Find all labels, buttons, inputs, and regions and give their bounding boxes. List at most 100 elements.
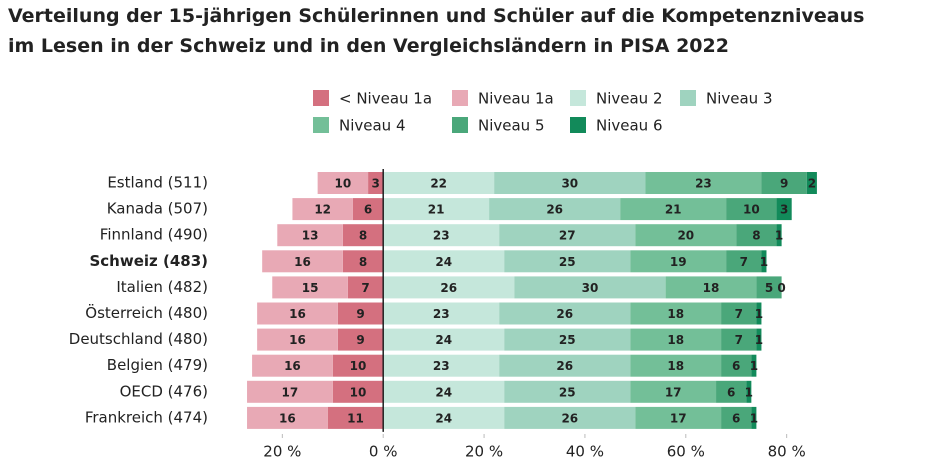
value-label: 26 — [440, 281, 457, 295]
legend-label: Niveau 1a — [478, 90, 554, 108]
value-label: 18 — [667, 359, 684, 373]
chart-title: im Lesen in der Schweiz und in den Vergl… — [8, 35, 729, 57]
bar-segment — [499, 302, 631, 325]
value-label: 21 — [428, 203, 445, 217]
value-label: 26 — [556, 359, 573, 373]
category-label: Finnland (490) — [100, 226, 208, 244]
value-label: 7 — [735, 333, 743, 347]
value-label: 18 — [703, 281, 720, 295]
value-label: 1 — [745, 385, 753, 399]
legend-swatch — [452, 90, 468, 106]
value-label: 3 — [780, 203, 788, 217]
bar-segment — [327, 406, 384, 429]
value-label: 1 — [755, 307, 763, 321]
x-tick-label: 20 % — [465, 443, 503, 461]
bar-segment — [514, 276, 666, 299]
value-label: 6 — [364, 203, 372, 217]
bar-segment — [368, 172, 384, 194]
bar-segment — [504, 250, 631, 273]
bar-segment — [721, 302, 757, 325]
bar-segment — [383, 328, 505, 351]
bar-segment — [383, 406, 505, 429]
bar-segment — [277, 224, 343, 247]
bar-segment — [383, 172, 495, 194]
value-label: 11 — [347, 411, 364, 425]
bar-segment — [272, 276, 348, 299]
value-label: 30 — [561, 177, 578, 191]
value-label: 2 — [808, 177, 816, 191]
bar-segment — [751, 406, 757, 429]
value-label: 17 — [282, 385, 299, 399]
value-label: 18 — [667, 307, 684, 321]
category-label: Frankreich (474) — [85, 408, 208, 426]
value-label: 10 — [350, 359, 367, 373]
value-label: 25 — [559, 333, 576, 347]
value-label: 23 — [433, 307, 450, 321]
bar-segment — [630, 302, 722, 325]
category-label: Italien (482) — [116, 278, 208, 296]
legend-swatch — [452, 117, 468, 133]
bar-segment — [756, 302, 762, 325]
value-label: 1 — [750, 411, 758, 425]
bar-segment — [726, 198, 777, 221]
value-label: 8 — [359, 255, 367, 269]
value-label: 7 — [735, 307, 743, 321]
category-label: Österreich (480) — [85, 303, 208, 322]
value-label: 7 — [740, 255, 748, 269]
category-label: Belgien (479) — [107, 356, 208, 374]
bar-segment — [761, 250, 767, 273]
bar-segment — [635, 224, 737, 247]
bar-segment — [726, 250, 762, 273]
value-label: 20 — [677, 229, 694, 243]
bar-segment — [383, 302, 500, 325]
value-label: 18 — [667, 333, 684, 347]
bar-segment — [257, 328, 338, 351]
legend-label: Niveau 6 — [596, 117, 663, 135]
value-label: 8 — [752, 229, 760, 243]
value-label: 16 — [294, 255, 311, 269]
bar-segment — [776, 224, 782, 247]
bar-segment — [332, 380, 384, 403]
value-label: 21 — [665, 203, 682, 217]
bar-segment — [751, 354, 757, 377]
bar-segment — [504, 406, 636, 429]
value-label: 1 — [775, 229, 783, 243]
legend-swatch — [313, 117, 329, 133]
bar-segment — [337, 302, 384, 325]
bar-segment — [332, 354, 384, 377]
value-label: 16 — [289, 307, 306, 321]
bar-segment — [342, 250, 384, 273]
bar-segment — [383, 276, 515, 299]
value-label: 16 — [279, 411, 296, 425]
bar-segment — [756, 276, 782, 299]
bar-segment — [499, 354, 631, 377]
bar-segment — [746, 380, 752, 403]
value-label: 9 — [356, 307, 364, 321]
value-label: 6 — [727, 385, 735, 399]
bar-segment — [352, 198, 384, 221]
bar-segment — [504, 380, 631, 403]
value-label: 6 — [732, 359, 740, 373]
bar-segment — [383, 250, 505, 273]
bar-segment — [383, 198, 490, 221]
value-label: 26 — [556, 307, 573, 321]
value-label: 17 — [665, 385, 682, 399]
bar-segment — [494, 172, 646, 194]
bar-segment — [383, 354, 500, 377]
category-label: Schweiz (483) — [89, 252, 208, 270]
bar-segment — [736, 224, 777, 247]
bar-segment — [630, 250, 727, 273]
bar-segment — [292, 198, 353, 221]
category-label: Deutschland (480) — [69, 330, 208, 348]
x-tick-label: 0 % — [369, 443, 398, 461]
category-label: OECD (476) — [120, 382, 208, 400]
value-label: 0 — [777, 281, 785, 295]
bar-segment — [247, 380, 333, 403]
value-label: 9 — [780, 177, 788, 191]
legend-label: Niveau 2 — [596, 90, 663, 108]
value-label: 19 — [670, 255, 687, 269]
value-label: 16 — [284, 359, 301, 373]
bar-segment — [247, 406, 328, 429]
bar-segment — [620, 198, 727, 221]
